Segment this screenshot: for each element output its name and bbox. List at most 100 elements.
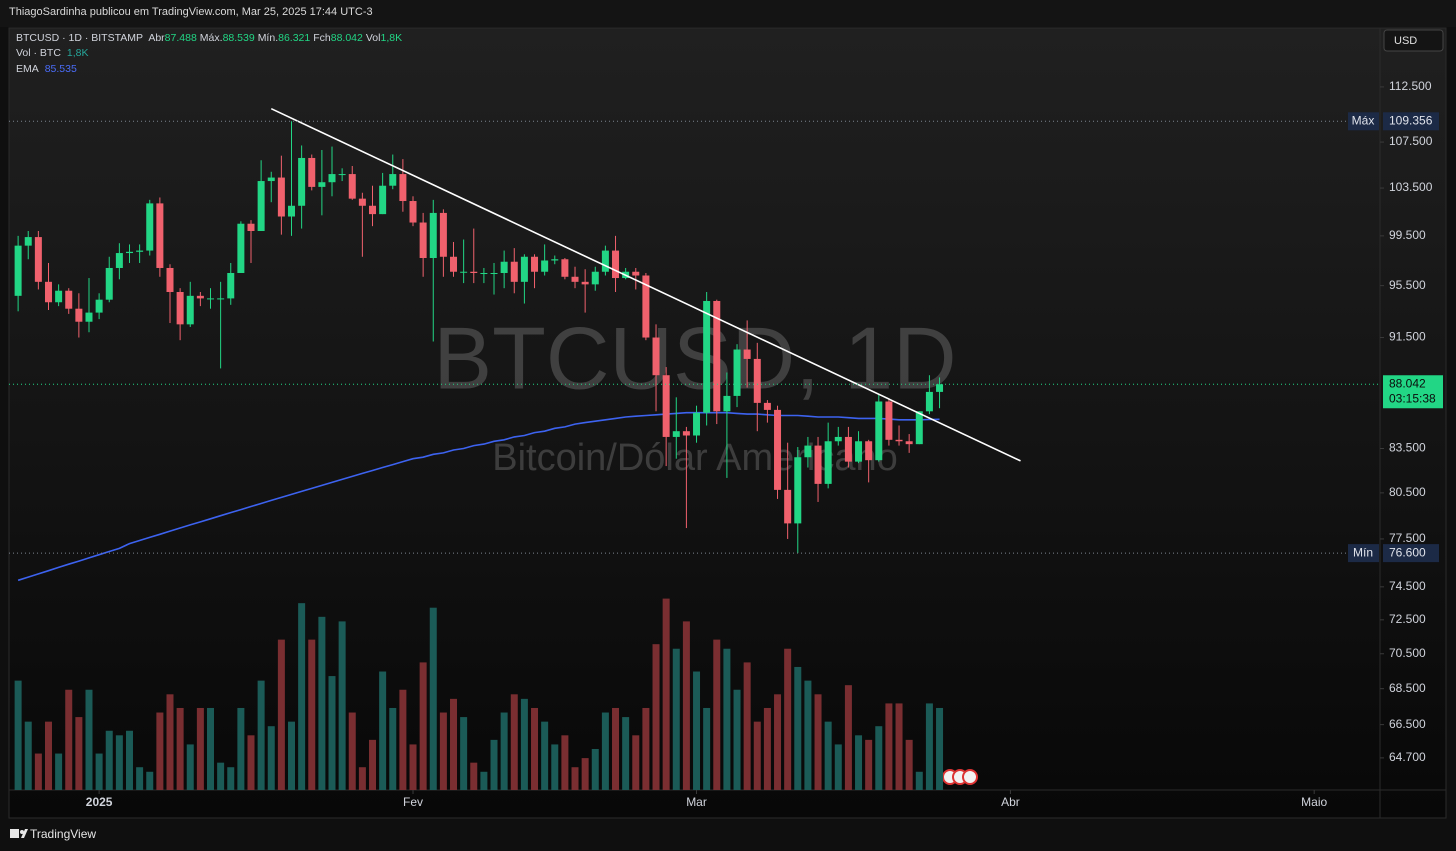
ohlc-legend: BTCUSD · 1D · BITSTAMP Abr87.488 Máx.88.5… [16,32,405,44]
countdown: 03:15:38 [1389,391,1436,405]
volume-bar [895,703,903,790]
volume-bar [865,739,873,790]
volume-bar [763,707,771,790]
candle-body [713,300,721,412]
ema-line [17,411,940,582]
volume-bar [531,707,539,790]
volume-bar [95,753,103,790]
plot-area [14,107,1021,790]
volume-bar [237,707,245,790]
volume-bar [591,748,599,790]
candle-body [146,203,154,251]
marker-value-box [1383,544,1439,563]
candle-body [844,436,852,462]
last-price-label: 88.042 [1389,376,1426,390]
volume-bar [115,735,123,790]
volume-bar [429,607,437,790]
y-tick-label: 64.700 [1389,750,1426,764]
candle-body [541,260,549,272]
y-tick-label: 70.500 [1389,646,1426,660]
volume-bar [460,717,468,790]
candle-body [156,203,164,268]
candle-body [652,337,660,376]
volume-bar [915,771,923,790]
watermark-subtitle: Bitcoin/Dólar Americano [492,437,898,479]
candle-body [470,271,478,273]
y-tick-label: 107.500 [1389,134,1433,148]
candle-body [115,253,123,268]
volume-bar [753,721,761,790]
x-tick-label: Abr [1001,795,1020,809]
candle-body [257,181,265,231]
candle-body [85,312,93,322]
candle-body [774,409,782,490]
volume-bar [855,735,863,790]
candle-body [591,271,599,285]
volume-bar [166,694,174,790]
volume-bar [338,621,346,790]
candle-body [348,174,356,199]
candle-body [804,445,812,458]
candle-body [399,174,407,202]
volume-bar [774,694,782,790]
currency-label[interactable]: USD [1394,35,1417,47]
y-tick-label: 68.500 [1389,681,1426,695]
candle-body [703,300,711,413]
volume-bar [510,694,518,790]
volume-bar [156,712,164,790]
candle-body [763,402,771,410]
legend-key: Máx. [199,32,223,44]
candle-body [450,256,458,272]
currency-button[interactable] [1383,29,1444,52]
marker-name: Máx [1352,113,1375,127]
marker-value: 76.600 [1389,545,1426,559]
marker-name-box [1348,544,1379,563]
candle-body [905,441,913,445]
volume-bar [936,707,944,790]
watermark-title: BTCUSD, 1D [433,308,956,407]
marker-value: 109.356 [1389,113,1433,127]
volume-bar [206,707,214,790]
candle-body [338,174,346,176]
volume-bar [125,730,133,790]
volume-bar [308,639,316,790]
candle-body [834,436,842,442]
volume-bar [622,717,630,790]
candle-body [925,391,933,412]
volume-bar [693,671,701,790]
volume-bar [369,739,377,790]
candle-body [176,291,184,325]
volume-bar [885,703,893,790]
legend-key: Abr [148,32,165,44]
volume-bar [85,689,93,790]
event-flags[interactable] [942,769,978,785]
volume-bar [186,744,194,790]
volume-bar [480,771,488,790]
candle-body [672,431,680,437]
volume-bar [318,616,326,790]
top-bar [0,0,1456,27]
candle-body [237,223,245,273]
volume-bar [733,689,741,790]
candle-body [642,275,650,338]
candle-body [551,259,559,261]
candle-body [318,182,326,187]
volume-bar [814,694,822,790]
volume-bar [217,762,225,790]
volume-bar [500,712,508,790]
volume-value: 1,8K [66,47,89,59]
volume-bar [703,707,711,790]
y-tick-label: 95.500 [1389,278,1426,292]
symbol: BTCUSD · 1D · BITSTAMP [16,32,143,44]
candle-body [136,250,144,252]
candle-body [267,177,275,182]
volume-bar [34,753,42,790]
volume-bar [642,707,650,790]
volume-bar [227,767,235,790]
volume-bar [55,753,63,790]
candle-body [814,445,822,484]
candle-body [895,439,903,442]
y-tick-label: 74.500 [1389,579,1426,593]
